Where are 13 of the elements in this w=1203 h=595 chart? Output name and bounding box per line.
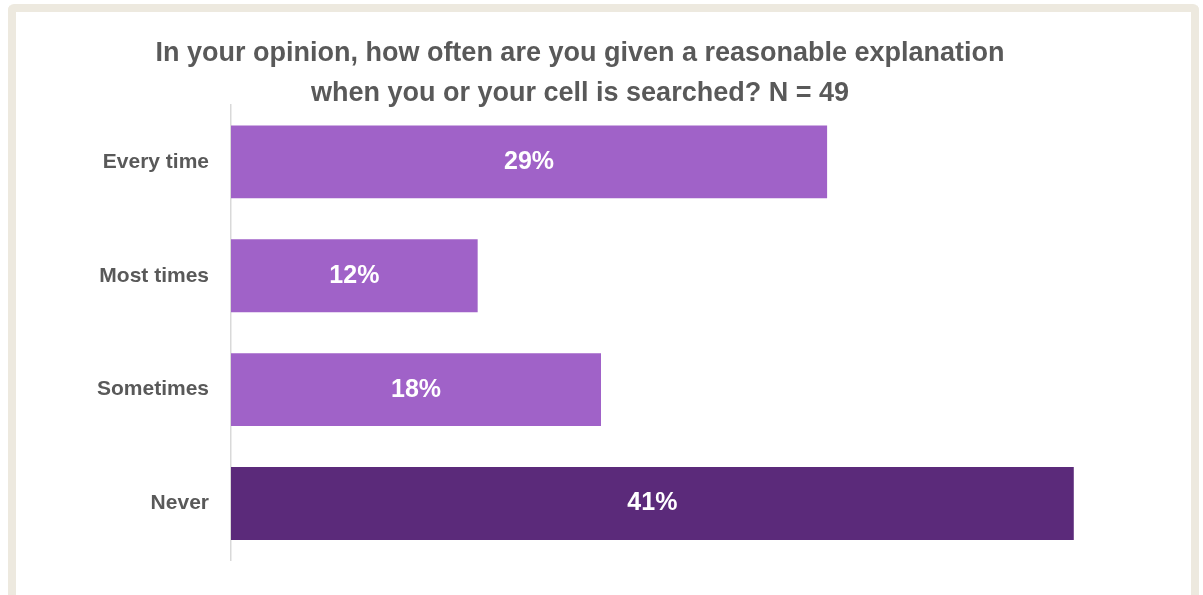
y-tick-label: Never xyxy=(150,490,209,514)
data-label: 29% xyxy=(504,145,555,174)
bar xyxy=(231,125,828,199)
data-label: 12% xyxy=(329,259,380,288)
bar xyxy=(231,353,601,427)
data-label: 41% xyxy=(627,487,678,516)
bar xyxy=(231,467,1074,540)
chart-title: In your opinion, how often are you given a reasonable explanation when you or your cell is searched? N = 49 xyxy=(154,36,1006,109)
data-label: 18% xyxy=(390,373,442,402)
bar xyxy=(231,239,478,313)
y-tick-label: Most times xyxy=(99,262,209,286)
y-tick-label: Sometimes xyxy=(96,376,209,400)
y-tick-label: Every time xyxy=(102,148,209,172)
